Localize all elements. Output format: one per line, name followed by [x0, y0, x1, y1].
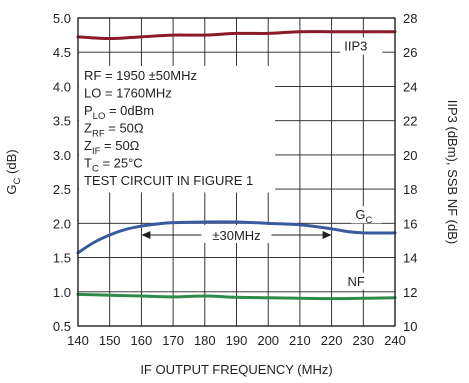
y-right-tick-label: 24 [403, 79, 417, 94]
conditions-box: RF = 1950 ±50MHz LO = 1760MHz PLO = 0dBmZR… [79, 66, 275, 193]
x-tick-label: 190 [226, 333, 248, 348]
y-left-tick-label: 2.0 [53, 216, 71, 231]
y-left-tick-label: 4.5 [53, 45, 71, 60]
series-label-iip3: IIP3 [344, 39, 367, 54]
condition-line: PLO = 0dBm [84, 103, 154, 122]
annotations: IIP3 GC NF ±30MHz [141, 37, 383, 290]
series-label-gc: GC [355, 207, 372, 226]
axis-labels: IF OUTPUT FREQUENCY (MHz) GC (dB) IIP3 (dB… [4, 100, 460, 377]
x-tick-label: 200 [257, 333, 279, 348]
series-line-g [76, 220, 397, 255]
series-line-iip3 [76, 30, 397, 41]
arrowhead-right-icon [322, 230, 332, 239]
x-tick-label: 150 [99, 333, 121, 348]
series-label-nf: NF [347, 274, 364, 289]
condition-line: TEST CIRCUIT IN FIGURE 1 [84, 173, 253, 188]
y-right-tick-label: 16 [403, 216, 417, 231]
y-right-tick-label: 20 [403, 148, 417, 163]
condition-line: ZIF = 50Ω [84, 138, 140, 157]
y-right-tick-label: 18 [403, 182, 417, 197]
arrowhead-left-icon [141, 230, 151, 239]
y-right-axis-label: IIP3 (dBm), SSB NF (dB) [445, 100, 460, 244]
y-left-tick-label: 4.0 [53, 79, 71, 94]
condition-line: RF = 1950 ±50MHz [84, 68, 197, 83]
tick-labels: 140 150 160 170 180 190 200 210 220 230 240 0.5 1.0 1… [53, 11, 418, 348]
x-tick-label: 170 [162, 333, 184, 348]
y-right-tick-label: 14 [403, 251, 417, 266]
series-label-iip3-bg [340, 37, 383, 55]
x-tick-label: 240 [384, 333, 406, 348]
x-tick-label: 180 [194, 333, 216, 348]
y-left-tick-label: 0.5 [53, 319, 71, 334]
series-group [76, 30, 397, 301]
x-tick-label: 210 [289, 333, 311, 348]
y-right-tick-label: 22 [403, 114, 417, 129]
y-left-tick-label: 2.5 [53, 182, 71, 197]
x-tick-label: 160 [131, 333, 153, 348]
plot-frame [77, 17, 396, 327]
y-left-tick-label: 1.0 [53, 285, 71, 300]
y-left-tick-label: 3.0 [53, 148, 71, 163]
condition-line: LO = 1760MHz [84, 86, 172, 101]
y-left-tick-label: 1.5 [53, 251, 71, 266]
y-left-tick-label: 3.5 [53, 114, 71, 129]
y-right-tick-label: 10 [403, 319, 417, 334]
y-left-axis-label: GC (dB) [4, 149, 23, 194]
plot-border [77, 17, 396, 327]
y-right-tick-label: 28 [403, 11, 417, 26]
condition-line: TC = 25°C [84, 156, 143, 175]
y-right-tick-label: 12 [403, 285, 417, 300]
series-label-gc-bg [351, 206, 382, 224]
series-label-nf-bg [343, 272, 372, 290]
y-left-tick-label: 5.0 [53, 11, 71, 26]
series-line-nf [76, 292, 397, 301]
conditions-background [79, 66, 275, 193]
y-right-tick-label: 26 [403, 45, 417, 60]
x-tick-label: 230 [352, 333, 374, 348]
condition-line: ZRF = 50Ω [84, 121, 144, 140]
bandwidth-label: ±30MHz [212, 228, 260, 243]
x-tick-label: 140 [67, 333, 89, 348]
bandwidth-label-bg [200, 224, 273, 243]
x-axis-label: IF OUTPUT FREQUENCY (MHz) [140, 362, 332, 377]
x-tick-label: 220 [321, 333, 343, 348]
